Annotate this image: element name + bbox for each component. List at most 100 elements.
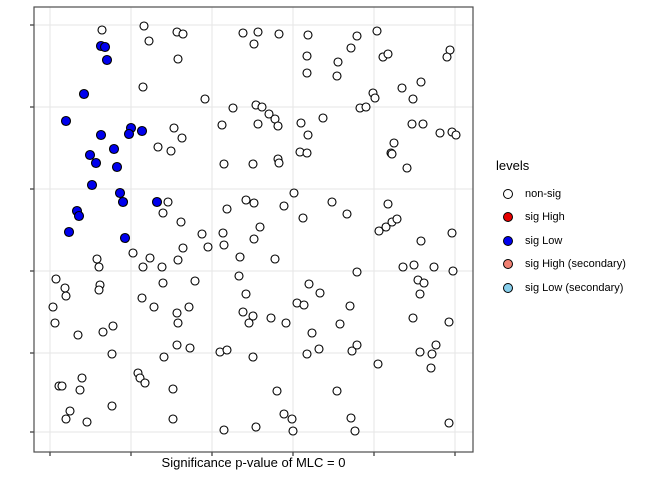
data-point	[307, 328, 317, 338]
data-point	[279, 201, 289, 211]
data-point	[397, 83, 407, 93]
data-point	[172, 340, 182, 350]
data-point	[82, 417, 92, 427]
panel-border	[33, 6, 474, 453]
data-point	[451, 130, 461, 140]
data-point	[86, 179, 98, 191]
data-point	[177, 133, 187, 143]
data-point	[173, 255, 183, 265]
data-point	[51, 274, 61, 284]
data-point	[108, 321, 118, 331]
legend-key-circle-icon	[503, 235, 513, 246]
data-point	[94, 262, 104, 272]
data-point	[274, 29, 284, 39]
data-point	[302, 148, 312, 158]
data-point	[48, 302, 58, 312]
data-point	[144, 36, 154, 46]
data-point	[299, 300, 309, 310]
data-point	[398, 262, 408, 272]
legend-key-circle-icon	[503, 212, 513, 223]
data-point	[61, 414, 71, 424]
data-point	[415, 347, 425, 357]
data-point	[166, 146, 176, 156]
data-point	[426, 363, 436, 373]
data-point	[238, 28, 248, 38]
data-point	[60, 115, 72, 127]
data-point	[389, 138, 399, 148]
data-point	[178, 29, 188, 39]
data-point	[429, 262, 439, 272]
data-point	[173, 54, 183, 64]
data-point	[345, 301, 355, 311]
data-point	[333, 57, 343, 67]
data-point	[101, 54, 113, 66]
data-point	[302, 51, 312, 61]
data-point	[314, 344, 324, 354]
plot-panel	[34, 7, 473, 452]
data-point	[249, 198, 259, 208]
data-point	[217, 120, 227, 130]
data-point	[190, 276, 200, 286]
data-point	[342, 209, 352, 219]
legend-key-circle-icon	[503, 188, 513, 199]
data-point	[222, 204, 232, 214]
data-point	[90, 157, 102, 169]
data-point	[92, 254, 102, 264]
data-point	[200, 94, 210, 104]
data-point	[448, 266, 458, 276]
data-point	[352, 267, 362, 277]
data-point	[176, 217, 186, 227]
data-point	[60, 283, 70, 293]
data-point	[289, 188, 299, 198]
data-point	[418, 119, 428, 129]
data-point	[415, 289, 425, 299]
data-point	[117, 196, 129, 208]
data-point	[253, 119, 263, 129]
data-point	[266, 313, 276, 323]
legend-entries: non-sig sig High sig Low sig High (secondar…	[496, 182, 626, 300]
data-point	[140, 378, 150, 388]
data-point	[73, 330, 83, 340]
data-point	[251, 422, 261, 432]
data-point	[279, 409, 289, 419]
data-point	[402, 163, 412, 173]
legend-item-non-sig: non-sig	[496, 182, 626, 206]
data-point	[84, 149, 96, 161]
data-point	[347, 346, 357, 356]
legend-item-label: sig High	[525, 211, 565, 224]
data-point	[431, 340, 441, 350]
legend-key-circle-icon	[503, 259, 513, 270]
data-point	[346, 413, 356, 423]
data-point	[264, 109, 274, 119]
data-point	[63, 226, 75, 238]
series-non-sig	[48, 21, 461, 436]
data-point	[407, 119, 417, 129]
data-point	[241, 195, 251, 205]
data-point	[158, 208, 168, 218]
data-point	[178, 243, 188, 253]
data-point	[408, 313, 418, 323]
legend-item-label: non-sig	[525, 187, 562, 200]
data-point	[374, 226, 384, 236]
data-point	[409, 260, 419, 270]
legend-item-sig-high: sig High	[496, 206, 626, 230]
data-point	[219, 425, 229, 435]
data-point	[248, 159, 258, 169]
series-sig-low	[60, 40, 163, 244]
data-point	[352, 31, 362, 41]
legend-item-label: sig Low (secondary)	[525, 281, 624, 294]
data-point	[332, 71, 342, 81]
data-point	[249, 39, 259, 49]
data-point	[168, 384, 178, 394]
legend-title: levels	[496, 158, 530, 173]
data-point	[57, 381, 67, 391]
data-point	[241, 289, 251, 299]
data-point	[427, 349, 437, 359]
data-point	[304, 279, 314, 289]
data-point	[381, 222, 391, 232]
legend-item-sig-low-secondary: sig Low (secondary)	[496, 276, 626, 300]
data-point	[238, 307, 248, 317]
data-point	[197, 229, 207, 239]
data-point	[270, 254, 280, 264]
data-point	[442, 52, 452, 62]
